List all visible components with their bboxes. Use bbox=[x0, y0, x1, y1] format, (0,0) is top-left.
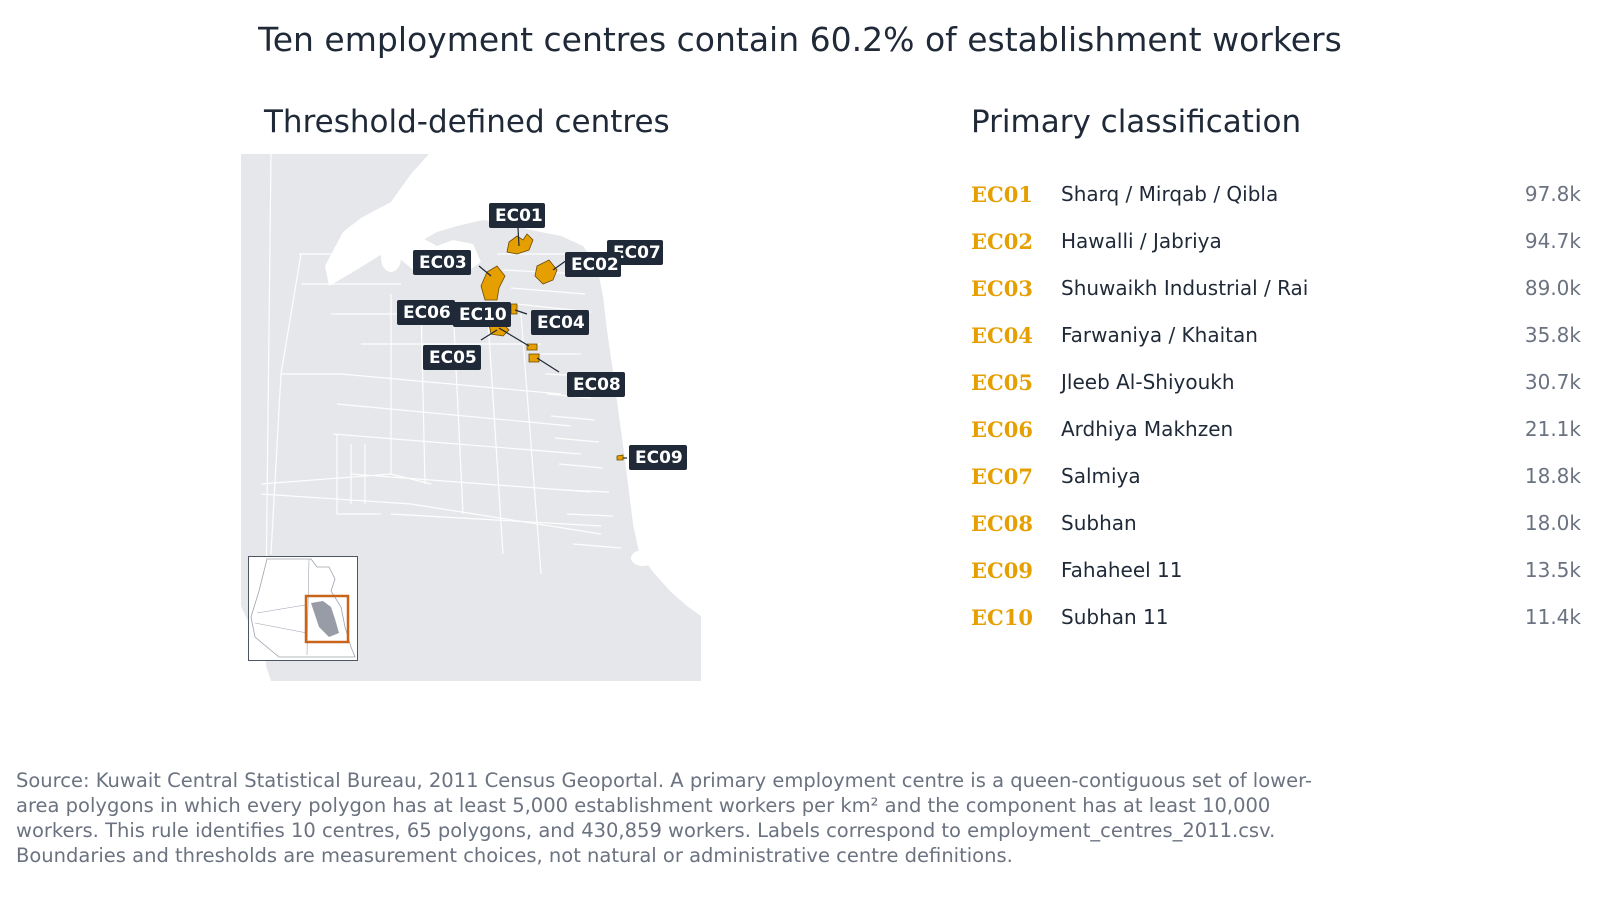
centre-name: Salmiya bbox=[1061, 464, 1141, 488]
centre-name: Shuwaikh Industrial / Rai bbox=[1061, 276, 1309, 300]
label-ec10-text: EC10 bbox=[459, 305, 507, 325]
map-svg: EC01 EC07 EC02 EC03 EC06 EC10 EC04 EC05 bbox=[241, 154, 701, 681]
list-item-ec01[interactable]: EC01 Sharq / Mirqab / Qibla 97.8k bbox=[971, 176, 1581, 223]
centre-name: Subhan 11 bbox=[1061, 605, 1169, 629]
centre-code: EC10 bbox=[971, 605, 1033, 630]
centre-name: Jleeb Al-Shiyoukh bbox=[1061, 370, 1235, 394]
centre-code: EC05 bbox=[971, 370, 1033, 395]
label-ec02-text: EC02 bbox=[571, 255, 619, 275]
label-ec01[interactable]: EC01 bbox=[489, 203, 545, 228]
polygon-ec02 bbox=[534, 259, 558, 285]
centre-code: EC06 bbox=[971, 417, 1033, 442]
centre-workers: 13.5k bbox=[1524, 558, 1581, 582]
label-ec04[interactable]: EC04 bbox=[531, 310, 589, 335]
polygon-ec09 bbox=[616, 454, 624, 461]
label-ec09-text: EC09 bbox=[635, 448, 683, 468]
label-ec03[interactable]: EC03 bbox=[413, 250, 471, 275]
label-ec08-text: EC08 bbox=[573, 375, 621, 395]
centre-code: EC01 bbox=[971, 182, 1033, 207]
centre-code: EC08 bbox=[971, 511, 1033, 536]
list-item-ec04[interactable]: EC04 Farwaniya / Khaitan 35.8k bbox=[971, 317, 1581, 364]
polygon-ec08 bbox=[528, 353, 540, 363]
centre-name: Farwaniya / Khaitan bbox=[1061, 323, 1258, 347]
source-note: Source: Kuwait Central Statistical Burea… bbox=[16, 769, 1312, 867]
centre-workers: 89.0k bbox=[1524, 276, 1581, 300]
centre-workers: 30.7k bbox=[1524, 370, 1581, 394]
centre-name: Hawalli / Jabriya bbox=[1061, 229, 1222, 253]
road-network bbox=[260, 154, 622, 681]
island-left bbox=[381, 244, 401, 272]
polygon-ec04 bbox=[510, 303, 518, 315]
list-item-ec05[interactable]: EC05 Jleeb Al-Shiyoukh 30.7k bbox=[971, 364, 1581, 411]
label-ec04-text: EC04 bbox=[537, 313, 585, 333]
centre-code: EC04 bbox=[971, 323, 1033, 348]
list-item-ec02[interactable]: EC02 Hawalli / Jabriya 94.7k bbox=[971, 223, 1581, 270]
centre-workers: 94.7k bbox=[1524, 229, 1581, 253]
centre-workers: 35.8k bbox=[1524, 323, 1581, 347]
list-item-ec03[interactable]: EC03 Shuwaikh Industrial / Rai 89.0k bbox=[971, 270, 1581, 317]
label-ec01-text: EC01 bbox=[495, 206, 543, 226]
inset-svg bbox=[250, 558, 356, 658]
label-ec10[interactable]: EC10 bbox=[453, 302, 511, 327]
list-item-ec09[interactable]: EC09 Fahaheel 11 13.5k bbox=[971, 552, 1581, 599]
polygon-ec10 bbox=[526, 343, 538, 351]
centre-name: Fahaheel 11 bbox=[1061, 558, 1183, 582]
list-item-ec08[interactable]: EC08 Subhan 18.0k bbox=[971, 505, 1581, 552]
centre-code: EC03 bbox=[971, 276, 1033, 301]
label-ec02[interactable]: EC02 bbox=[565, 252, 621, 277]
label-ec07-text: EC07 bbox=[613, 243, 661, 263]
centre-code: EC09 bbox=[971, 558, 1033, 583]
lake-south bbox=[631, 550, 655, 566]
list-item-ec10[interactable]: EC10 Subhan 11 11.4k bbox=[971, 599, 1581, 646]
centre-workers: 11.4k bbox=[1524, 605, 1581, 629]
chart-title: Ten employment centres contain 60.2% of … bbox=[258, 20, 1342, 59]
locator-inset-map bbox=[248, 556, 358, 661]
centre-name: Sharq / Mirqab / Qibla bbox=[1061, 182, 1279, 206]
label-ec05-text: EC05 bbox=[429, 348, 477, 368]
label-ec05[interactable]: EC05 bbox=[423, 345, 481, 370]
label-ec08[interactable]: EC08 bbox=[567, 372, 625, 397]
centre-workers: 21.1k bbox=[1524, 417, 1581, 441]
list-item-ec07[interactable]: EC07 Salmiya 18.8k bbox=[971, 458, 1581, 505]
list-item-ec06[interactable]: EC06 Ardhiya Makhzen 21.1k bbox=[971, 411, 1581, 458]
centre-workers: 18.8k bbox=[1524, 464, 1581, 488]
spot-south-2 bbox=[655, 542, 663, 550]
label-ec03-text: EC03 bbox=[419, 253, 467, 273]
label-ec06-text: EC06 bbox=[403, 303, 451, 323]
label-ec06[interactable]: EC06 bbox=[397, 300, 455, 325]
inset-urban-area bbox=[311, 601, 339, 637]
centre-name: Ardhiya Makhzen bbox=[1061, 417, 1234, 441]
centres-map[interactable]: EC01 EC07 EC02 EC03 EC06 EC10 EC04 EC05 bbox=[241, 154, 701, 681]
centre-code: EC07 bbox=[971, 464, 1033, 489]
classification-title: Primary classification bbox=[971, 104, 1302, 140]
inset-extent-frame bbox=[304, 594, 350, 644]
polygon-ec03 bbox=[480, 265, 506, 301]
centre-workers: 18.0k bbox=[1524, 511, 1581, 535]
land-area bbox=[241, 154, 701, 681]
centre-workers: 97.8k bbox=[1524, 182, 1581, 206]
classification-list: EC01 Sharq / Mirqab / Qibla 97.8k EC02 H… bbox=[971, 176, 1581, 646]
centre-code: EC02 bbox=[971, 229, 1033, 254]
map-panel-title: Threshold-defined centres bbox=[264, 104, 670, 140]
centre-name: Subhan bbox=[1061, 511, 1137, 535]
label-ec09[interactable]: EC09 bbox=[629, 445, 687, 470]
